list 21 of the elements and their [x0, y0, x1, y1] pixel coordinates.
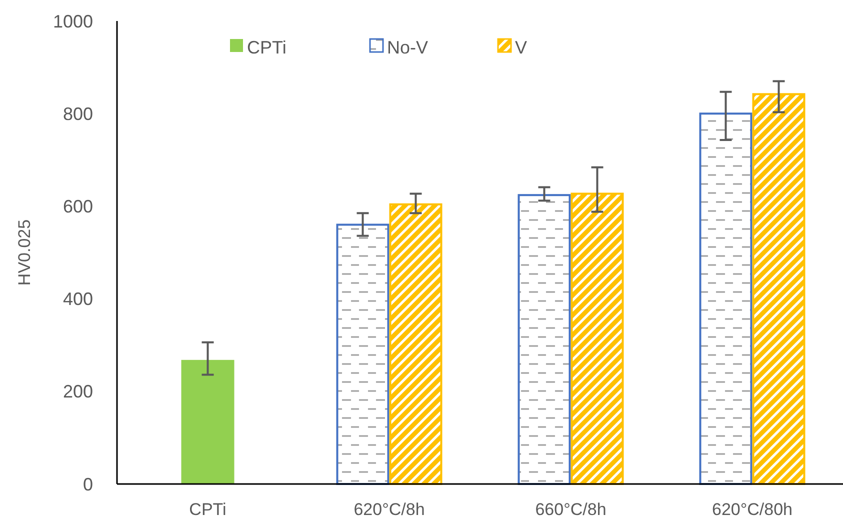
x-tick-label: CPTi — [189, 500, 226, 519]
y-tick-label: 1000 — [52, 11, 93, 32]
y-tick-label: 200 — [62, 382, 93, 402]
y-tick-label: 400 — [62, 289, 93, 310]
y-axis-title: HV0.025 — [15, 219, 34, 286]
y-tick-label: 800 — [62, 104, 93, 124]
x-tick-label: 620°C/8h — [354, 500, 425, 519]
legend-label: No-V — [387, 37, 428, 58]
bar — [389, 203, 442, 485]
legend-label: CPTi — [247, 37, 286, 58]
x-tick-label: 660°C/8h — [535, 500, 606, 519]
x-tick-label: 620°C/80h — [712, 500, 793, 519]
bar — [570, 192, 624, 485]
bar — [699, 112, 752, 485]
legend-label: V — [515, 37, 528, 58]
bar — [518, 194, 571, 485]
bar — [336, 224, 390, 485]
y-tick-label: 0 — [82, 474, 93, 494]
bar — [752, 93, 806, 485]
bar — [181, 360, 234, 484]
y-tick-label: 600 — [62, 196, 93, 216]
